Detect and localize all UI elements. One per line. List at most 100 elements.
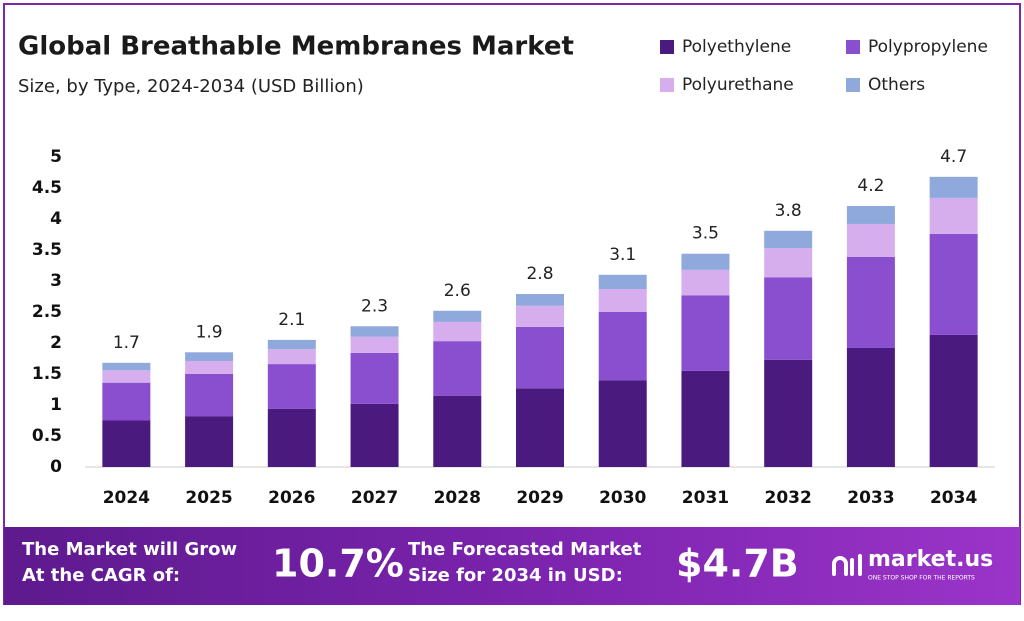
legend-swatch	[660, 40, 674, 54]
bar-segment	[516, 294, 564, 306]
bar-segment	[846, 223, 895, 257]
bar-segment	[267, 339, 316, 350]
bar-segment	[102, 382, 151, 421]
bar-segment	[267, 364, 316, 409]
y-tick-label: 2	[50, 333, 62, 353]
bar-segment	[102, 420, 151, 467]
y-tick-label: 1.5	[32, 364, 62, 384]
y-tick-label: 4	[50, 209, 62, 229]
total-label: 4.2	[857, 176, 884, 196]
total-label: 2.3	[361, 296, 388, 316]
bar-segment	[681, 253, 730, 270]
chart-title: Global Breathable Membranes Market	[18, 32, 574, 62]
brand: market.us	[868, 547, 993, 572]
x-tick-label: 2032	[765, 488, 812, 508]
y-tick-label: 0.5	[32, 426, 62, 446]
banner-text: At the CAGR of:	[22, 565, 180, 586]
bar-segment	[350, 352, 399, 404]
bar-segment	[185, 374, 234, 417]
bar-segment	[102, 370, 151, 383]
bar-segment	[267, 408, 316, 467]
logo-icon	[832, 554, 862, 576]
banner-text: Size for 2034 in USD:	[408, 565, 623, 586]
bar-segment	[598, 289, 647, 312]
bar-segment	[185, 416, 234, 467]
bar-segment	[681, 370, 730, 467]
bar-segment	[598, 380, 647, 467]
bar-segment	[102, 362, 151, 371]
total-label: 3.1	[609, 245, 636, 265]
total-label: 3.5	[692, 224, 719, 244]
total-label: 4.7	[940, 147, 967, 167]
chart-subtitle: Size, by Type, 2024-2034 (USD Billion)	[18, 76, 364, 97]
bar-segment	[929, 233, 978, 335]
bar-segment	[929, 197, 978, 234]
bar-segment	[516, 388, 564, 467]
bar-segment	[267, 349, 316, 365]
bar-segment	[929, 176, 978, 198]
bar-segment	[350, 336, 399, 353]
plot: 0 0.5 1 1.5 2 2.5 3 3.5 4 4.5 5 Polyethylene Polypro…	[32, 37, 995, 508]
y-tick-label: 1	[50, 395, 62, 415]
bar-segment	[764, 248, 813, 278]
x-tick-label: 2030	[599, 488, 646, 508]
x-tick-label: 2031	[682, 488, 729, 508]
legend-label: Polyethylene	[682, 37, 791, 57]
bar-segment	[433, 341, 482, 396]
bar-segment	[846, 256, 895, 348]
bar-segment	[185, 352, 234, 361]
bar-segment	[764, 359, 813, 467]
banner-text: The Market will Grow	[22, 539, 237, 560]
legend-swatch	[660, 78, 674, 92]
total-label: 3.8	[775, 201, 802, 221]
banner-text: The Forecasted Market	[408, 539, 642, 560]
bar-segment	[433, 395, 482, 467]
banner-value: 10.7%	[272, 542, 404, 586]
bar-segment	[764, 277, 813, 360]
x-tick-label: 2027	[351, 488, 398, 508]
y-tick-label: 3.5	[32, 240, 62, 260]
bar-segment	[185, 360, 234, 374]
legend-swatch	[846, 40, 860, 54]
bar-segment	[846, 347, 895, 467]
bar-segment	[433, 310, 482, 322]
bar-segment	[598, 312, 647, 381]
x-tick-label: 2025	[185, 488, 232, 508]
bar-segment	[846, 205, 895, 224]
bar-segment	[929, 334, 978, 467]
bar-segment	[516, 305, 564, 327]
total-label: 1.7	[113, 333, 140, 353]
legend-label: Polyurethane	[682, 75, 794, 95]
legend-swatch	[846, 78, 860, 92]
x-tick-label: 2029	[516, 488, 563, 508]
total-label: 2.6	[444, 281, 471, 301]
x-tick-label: 2034	[930, 488, 977, 508]
x-tick-label: 2026	[268, 488, 315, 508]
total-label: 2.1	[278, 310, 305, 330]
y-tick-label: 0	[50, 457, 62, 477]
legend-label: Polypropylene	[868, 37, 988, 57]
logo-shape	[832, 554, 862, 576]
y-tick-label: 5	[50, 147, 62, 167]
total-label: 1.9	[196, 322, 223, 342]
bar-segment	[350, 403, 399, 467]
bar-segment	[433, 321, 482, 342]
bar-segment	[764, 230, 813, 249]
x-tick-label: 2033	[847, 488, 894, 508]
y-tick-label: 2.5	[32, 302, 62, 322]
x-tick-label: 2024	[103, 488, 150, 508]
tagline: ONE STOP SHOP FOR THE REPORTS	[868, 575, 975, 582]
banner-value: $4.7B	[676, 542, 799, 586]
bar-segment	[350, 326, 399, 337]
bar-segment	[681, 295, 730, 371]
bar-segment	[681, 269, 730, 296]
legend-label: Others	[868, 75, 925, 95]
y-tick-label: 3	[50, 271, 62, 291]
x-tick-label: 2028	[434, 488, 481, 508]
bar-segment	[516, 326, 564, 389]
bar-segment	[598, 274, 647, 290]
y-tick-label: 4.5	[32, 178, 62, 198]
total-label: 2.8	[526, 264, 553, 284]
